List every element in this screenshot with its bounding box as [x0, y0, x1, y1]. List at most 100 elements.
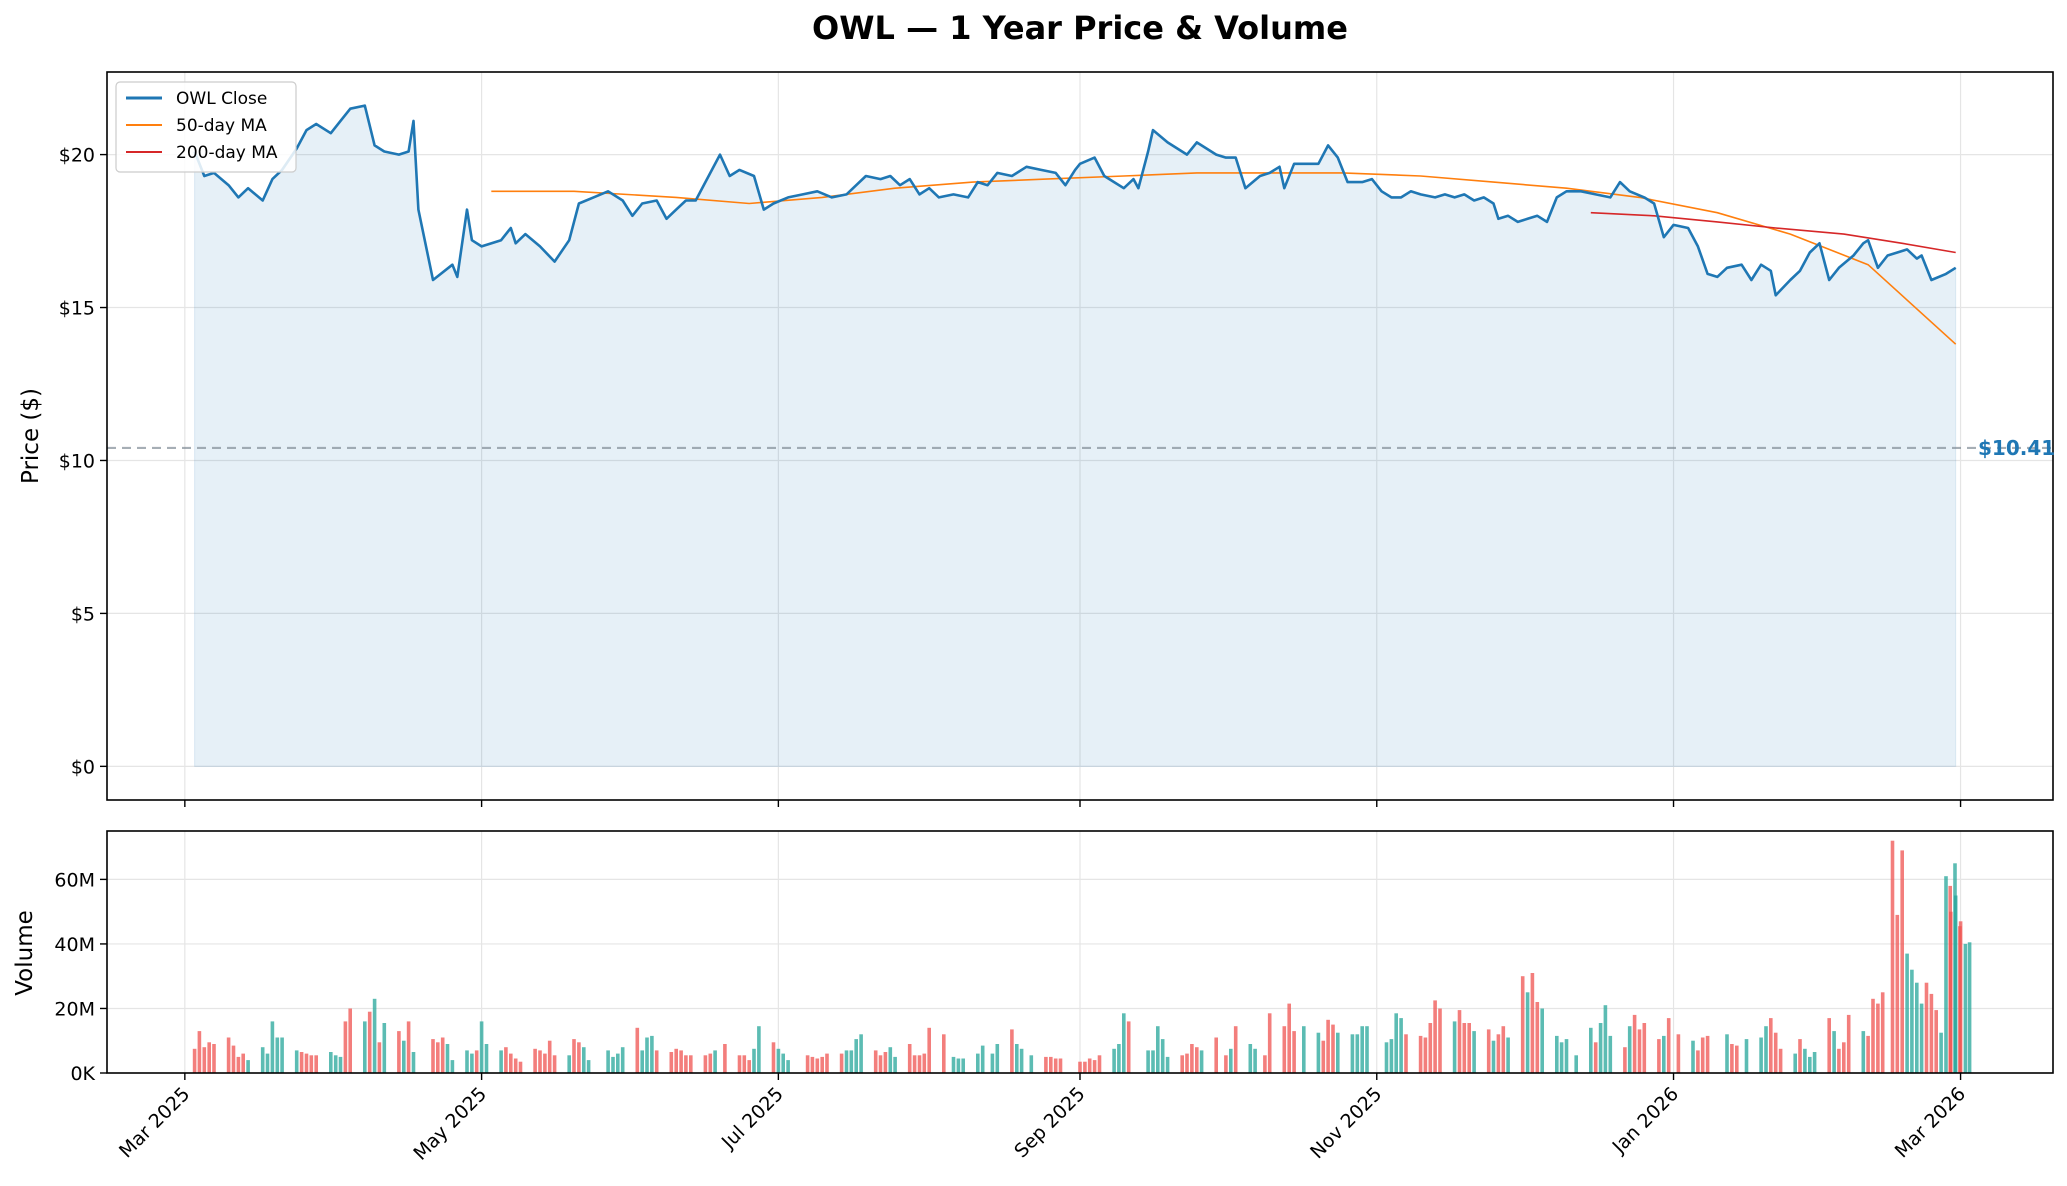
volume-bar [1248, 1044, 1253, 1073]
volume-bar [786, 1060, 790, 1073]
volume-bar [1428, 1023, 1433, 1073]
volume-bar [1404, 1034, 1408, 1073]
volume-bar [1467, 1023, 1471, 1073]
volume-bar [1350, 1034, 1355, 1073]
volume-y-tick-label: 20M [54, 998, 95, 1020]
volume-bar [1880, 992, 1885, 1073]
volume-bar [708, 1053, 713, 1073]
volume-bar [1798, 1039, 1802, 1073]
volume-bar [1146, 1050, 1150, 1073]
volume-bar [1156, 1026, 1160, 1073]
volume-bar [645, 1037, 649, 1073]
volume-bar [669, 1052, 674, 1073]
volume-bar [397, 1031, 401, 1073]
volume-bar [1696, 1050, 1700, 1073]
volume-bar [815, 1058, 820, 1073]
volume-bar [1165, 1056, 1170, 1073]
volume-bar [1029, 1055, 1034, 1073]
volume-bar [1890, 840, 1895, 1073]
volume-bar [294, 1050, 299, 1073]
volume-bar [1967, 942, 1972, 1073]
volume-bar [450, 1060, 455, 1073]
volume-bars [192, 840, 1972, 1073]
volume-bar [547, 1040, 552, 1073]
volume-bar [1642, 1023, 1647, 1073]
volume-bar [533, 1048, 537, 1073]
volume-bar [343, 1021, 348, 1073]
volume-bar [1224, 1055, 1228, 1073]
price-y-tick-label: $5 [71, 603, 95, 625]
volume-bar [377, 1042, 382, 1073]
volume-bar [241, 1053, 245, 1073]
volume-bar [1199, 1050, 1204, 1073]
volume-bar [1876, 1003, 1880, 1073]
volume-bar [747, 1060, 751, 1073]
volume-bar [1924, 982, 1929, 1073]
volume-bar [1185, 1053, 1189, 1073]
volume-bar [635, 1027, 640, 1073]
volume-bar [737, 1055, 742, 1073]
volume-bar [513, 1058, 518, 1073]
volume-bar [990, 1053, 995, 1073]
volume-bar [1934, 1010, 1938, 1073]
volume-bar [1491, 1040, 1496, 1073]
volume-bar [976, 1053, 980, 1073]
volume-bar [1827, 1018, 1831, 1073]
volume-bar [1282, 1026, 1287, 1073]
volume-bar [1044, 1056, 1048, 1073]
volume-bar [1866, 1035, 1870, 1073]
volume-bar [742, 1055, 747, 1073]
volume-bar [338, 1056, 343, 1073]
volume-bar [912, 1055, 917, 1073]
volume-bar [577, 1042, 581, 1073]
volume-bar [893, 1056, 897, 1073]
volume-bar [922, 1053, 927, 1073]
volume-bar [1540, 1008, 1544, 1073]
volume-bar [1292, 1031, 1296, 1073]
volume-bar [1627, 1026, 1632, 1073]
price-y-axis-label: Price ($) [18, 388, 44, 484]
volume-bar [1530, 973, 1535, 1073]
volume-bar [873, 1050, 878, 1073]
volume-bar [776, 1048, 781, 1073]
volume-bar [1019, 1048, 1024, 1073]
volume-bar [1049, 1056, 1053, 1073]
volume-bar [1593, 1042, 1598, 1073]
volume-bar [1846, 1014, 1851, 1073]
volume-bar [723, 1044, 727, 1073]
volume-bar [1812, 1052, 1817, 1073]
volume-bar [1384, 1042, 1389, 1073]
volume-bar [402, 1040, 406, 1073]
volume-bar [1574, 1055, 1578, 1073]
last-close-label: $10.41 [1978, 436, 2055, 460]
volume-bar [265, 1053, 270, 1073]
volume-bar [1501, 1026, 1506, 1073]
volume-y-ticks: 0K 20M 40M 60M [54, 869, 107, 1085]
chart-title: OWL — 1 Year Price & Volume [812, 9, 1348, 47]
volume-bar [1871, 998, 1875, 1073]
volume-bar [1919, 1003, 1924, 1073]
volume-bar [650, 1035, 654, 1073]
volume-bar [499, 1050, 503, 1073]
volume-bar [1389, 1039, 1394, 1073]
volume-bar [299, 1052, 304, 1073]
volume-bar [616, 1053, 620, 1073]
volume-bar [382, 1023, 387, 1073]
volume-bar [1705, 1035, 1710, 1073]
price-y-tick-label: $20 [59, 145, 95, 167]
volume-bar [1418, 1035, 1423, 1073]
volume-bar [1744, 1039, 1749, 1073]
volume-bar [197, 1031, 202, 1073]
volume-bar [713, 1050, 717, 1073]
volume-bar [1423, 1037, 1428, 1073]
volume-bar [1472, 1031, 1476, 1073]
volume-bar [518, 1061, 523, 1073]
volume-bar [372, 998, 377, 1073]
volume-bar [1287, 1003, 1291, 1073]
volume-bar [1608, 1035, 1613, 1073]
volume-bar [1331, 1024, 1335, 1073]
volume-bar [1666, 1018, 1671, 1073]
volume-bar [1603, 1005, 1608, 1073]
volume-bar [1949, 911, 1953, 1073]
